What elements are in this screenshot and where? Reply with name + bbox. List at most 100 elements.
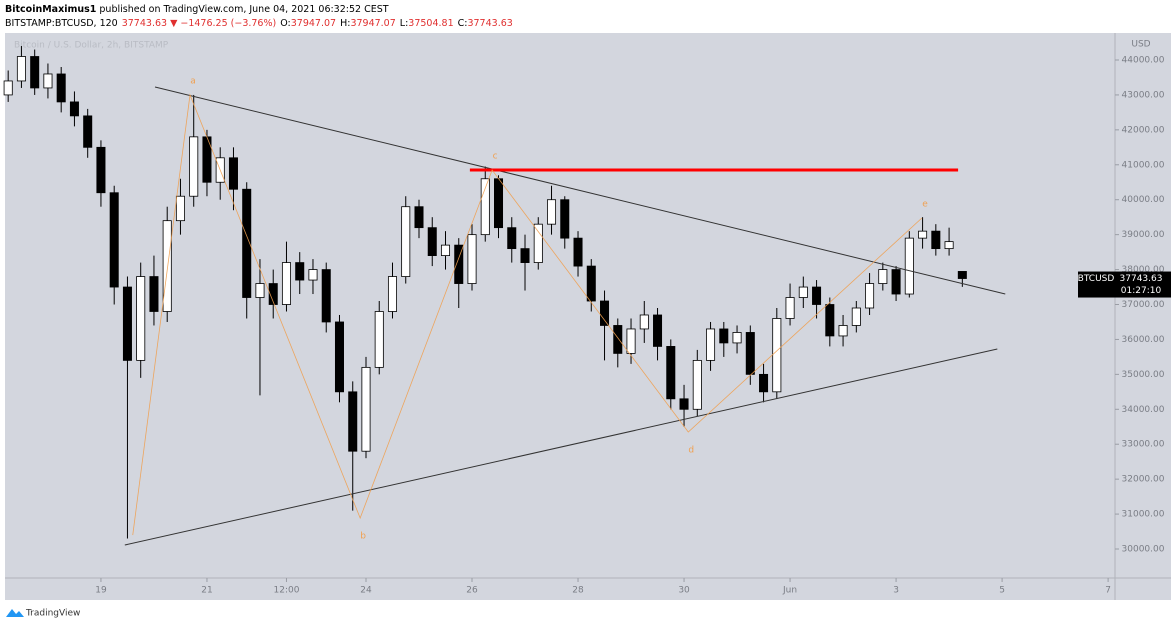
candle-body (520, 248, 530, 263)
time-axis (5, 578, 1171, 600)
candle-body (732, 332, 742, 344)
candle-body (918, 230, 928, 239)
candle-body (573, 237, 583, 267)
candle-body (507, 227, 517, 250)
wave-label: d (688, 445, 694, 455)
y-tick-label: 39000.00 (1122, 230, 1165, 240)
candle-body (387, 276, 398, 312)
y-tick-label: 30000.00 (1122, 545, 1165, 555)
y-tick-label: 44000.00 (1122, 56, 1165, 66)
candle-body (931, 230, 941, 250)
ohlc-key: H: (340, 18, 350, 29)
candle-body (175, 195, 185, 222)
candle-body (268, 283, 278, 305)
last-price: 37743.63 (122, 18, 167, 29)
candle-body (308, 269, 318, 281)
candle-body (401, 206, 411, 277)
candle-body (281, 262, 291, 305)
trend-line (124, 348, 998, 546)
ohlc-value: 37743.63 (467, 18, 512, 29)
candle-body (427, 227, 437, 257)
x-tick-label: 19 (95, 586, 107, 596)
candle-body (838, 325, 848, 337)
candle-body (414, 206, 424, 229)
candle-body (454, 244, 464, 284)
candle-body (851, 307, 861, 326)
candle-body (798, 286, 808, 298)
candle-body (56, 73, 66, 103)
candle-body (613, 325, 623, 354)
candle-body (255, 283, 265, 298)
candle-body (361, 366, 371, 452)
candle-body (149, 276, 159, 312)
price-label-box (1078, 271, 1171, 298)
candle-body (321, 269, 331, 323)
candle-body (242, 188, 252, 298)
candle-body (440, 244, 451, 257)
x-tick-label: 7 (1105, 586, 1111, 596)
x-tick-label: 30 (678, 586, 690, 596)
candle-body (759, 373, 769, 393)
candle-body (639, 314, 649, 330)
y-tick-label: 31000.00 (1122, 510, 1165, 520)
ohlc-value: 37947.07 (291, 18, 336, 29)
candle-body (374, 311, 384, 368)
candle-body (295, 262, 305, 281)
y-tick-label: 43000.00 (1122, 90, 1165, 100)
candle-body (494, 178, 504, 229)
candle-body (586, 265, 596, 302)
y-tick-label: 37000.00 (1122, 300, 1165, 310)
y-tick-label: 38000.00 (1122, 265, 1165, 275)
wave-label: a (190, 76, 196, 86)
candle-body (692, 359, 702, 410)
candle-body (30, 56, 40, 89)
footer-logo: TradingView (6, 609, 80, 619)
x-tick-label: 26 (466, 586, 478, 596)
y-tick-label: 41000.00 (1122, 160, 1165, 170)
candle-body (679, 398, 689, 410)
currency: USD (1131, 40, 1150, 50)
change: ▼ −1476.25 (−3.76%) (170, 18, 276, 29)
candle-body (600, 300, 610, 326)
wave-line (132, 93, 923, 536)
y-tick-label: 34000.00 (1122, 405, 1165, 415)
candle-body (878, 269, 888, 284)
published: published on TradingView.com, June 04, 2… (99, 4, 388, 15)
candle-body (16, 56, 26, 82)
y-tick-label: 40000.00 (1122, 195, 1165, 205)
x-tick-label: 3 (893, 586, 899, 596)
candle-body (957, 271, 967, 279)
author: BitcoinMaximus1 (5, 4, 96, 15)
candle-body (626, 328, 636, 354)
price-label-value: 37743.63 (1120, 274, 1163, 284)
x-tick-label: 21 (201, 586, 212, 596)
header-line-2: BITSTAMP:BTCUSD, 120 37743.63 ▼ −1476.25 (… (5, 18, 513, 29)
x-tick-label: 28 (572, 586, 584, 596)
ohlc-key: O: (280, 18, 291, 29)
x-tick-label: 12:00 (274, 586, 300, 596)
trend-line (154, 86, 1006, 295)
candle-body (228, 157, 238, 190)
candle-body (3, 80, 13, 96)
candle-body (83, 115, 93, 148)
wave-label: e (922, 199, 928, 209)
price-label-countdown: 01:27:10 (1121, 286, 1162, 296)
candle-body (334, 321, 344, 393)
logo-icon (6, 609, 24, 617)
candle-body (944, 241, 954, 250)
candle-body (189, 136, 199, 197)
candle-body (136, 276, 146, 361)
ohlc-key: C: (458, 18, 468, 29)
candle-body (891, 269, 901, 295)
plot: a b c d e (3, 46, 1006, 546)
wave-label: c (493, 152, 498, 162)
candle-body (653, 314, 663, 347)
candle-body (865, 283, 875, 309)
header-line-1: BitcoinMaximus1 published on TradingView.… (5, 4, 389, 15)
x-tick-label: 24 (360, 586, 372, 596)
candle-body (96, 146, 106, 194)
price-axis (1115, 33, 1171, 578)
candle-body (706, 328, 716, 361)
candle-body (43, 73, 53, 89)
